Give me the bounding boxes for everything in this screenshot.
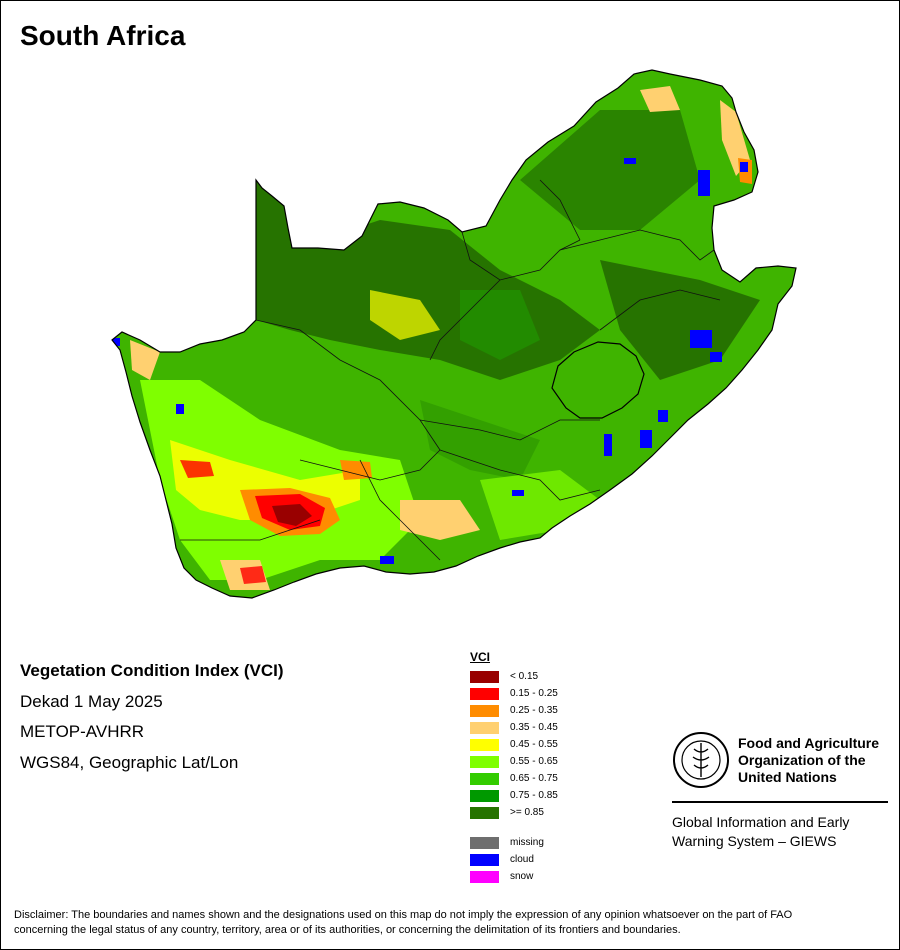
legend-label: missing bbox=[510, 837, 544, 848]
legend-label: snow bbox=[510, 871, 534, 882]
index-name: Vegetation Condition Index (VCI) bbox=[20, 661, 284, 680]
province-boundaries bbox=[180, 179, 721, 561]
disclaimer: Disclaimer: The boundaries and names sho… bbox=[14, 908, 884, 938]
legend-label: 0.65 - 0.75 bbox=[510, 773, 558, 784]
legend-label: >= 0.85 bbox=[510, 807, 544, 818]
disclaimer-line2: concerning the legal status of any count… bbox=[14, 924, 681, 936]
org-name-line1: Food and Agriculture bbox=[738, 735, 880, 751]
legend-label: 0.75 - 0.85 bbox=[510, 790, 558, 801]
sensor: METOP-AVHRR bbox=[20, 722, 145, 741]
giews-line1: Global Information and Early bbox=[672, 814, 850, 830]
legend-label: 0.45 - 0.55 bbox=[510, 739, 558, 750]
projection: WGS84, Geographic Lat/Lon bbox=[20, 752, 239, 772]
legend-title: VCI bbox=[470, 650, 491, 664]
legend-swatch bbox=[470, 704, 499, 717]
legend-item: < 0.15 bbox=[470, 668, 558, 685]
legend-item: snow bbox=[470, 868, 558, 885]
divider bbox=[672, 801, 888, 803]
legend-item: 0.25 - 0.35 bbox=[470, 702, 558, 719]
legend-swatch bbox=[470, 870, 499, 883]
legend-item: 0.65 - 0.75 bbox=[470, 770, 558, 787]
vci-raster bbox=[112, 70, 796, 598]
giews-name: Global Information and Early Warning Sys… bbox=[672, 813, 849, 851]
map-title: South Africa bbox=[20, 20, 186, 51]
legend-swatch bbox=[470, 738, 499, 751]
legend-swatch bbox=[470, 670, 499, 683]
legend-item: 0.35 - 0.45 bbox=[470, 719, 558, 736]
legend-label: 0.55 - 0.65 bbox=[510, 756, 558, 767]
legend-item: >= 0.85 bbox=[470, 804, 558, 821]
legend-label: 0.35 - 0.45 bbox=[510, 722, 558, 733]
legend-item: cloud bbox=[470, 851, 558, 868]
legend-item: 0.15 - 0.25 bbox=[470, 685, 558, 702]
legend-item: missing bbox=[470, 834, 558, 851]
legend-swatch bbox=[470, 806, 499, 819]
period: Dekad 1 May 2025 bbox=[20, 691, 163, 711]
legend-label: 0.25 - 0.35 bbox=[510, 705, 558, 716]
org-name: Food and Agriculture Organization of the… bbox=[738, 735, 879, 786]
map-info: Vegetation Condition Index (VCI) Dekad 1… bbox=[20, 656, 284, 778]
legend-label: 0.15 - 0.25 bbox=[510, 688, 558, 699]
legend-swatch bbox=[470, 755, 499, 768]
legend-label: < 0.15 bbox=[510, 671, 539, 682]
legend-item: 0.55 - 0.65 bbox=[470, 753, 558, 770]
legend-swatch bbox=[470, 687, 499, 700]
legend-label: cloud bbox=[510, 854, 534, 865]
org-name-line3: United Nations bbox=[738, 769, 837, 785]
legend-swatch bbox=[470, 853, 499, 866]
legend-swatch bbox=[470, 836, 499, 849]
giews-line2: Warning System – GIEWS bbox=[672, 833, 837, 849]
legend-swatch bbox=[470, 789, 499, 802]
org-name-line2: Organization of the bbox=[738, 752, 866, 768]
legend-swatch bbox=[470, 721, 499, 734]
disclaimer-line1: Disclaimer: The boundaries and names sho… bbox=[14, 909, 793, 921]
legend-item: 0.45 - 0.55 bbox=[470, 736, 558, 753]
fao-logo bbox=[673, 732, 729, 788]
vci-legend: VCI < 0.15 0.15 - 0.25 0.25 - 0.35 0.35 … bbox=[470, 650, 558, 885]
legend-swatch bbox=[470, 772, 499, 785]
legend-item: 0.75 - 0.85 bbox=[470, 787, 558, 804]
vci-map bbox=[111, 69, 797, 599]
